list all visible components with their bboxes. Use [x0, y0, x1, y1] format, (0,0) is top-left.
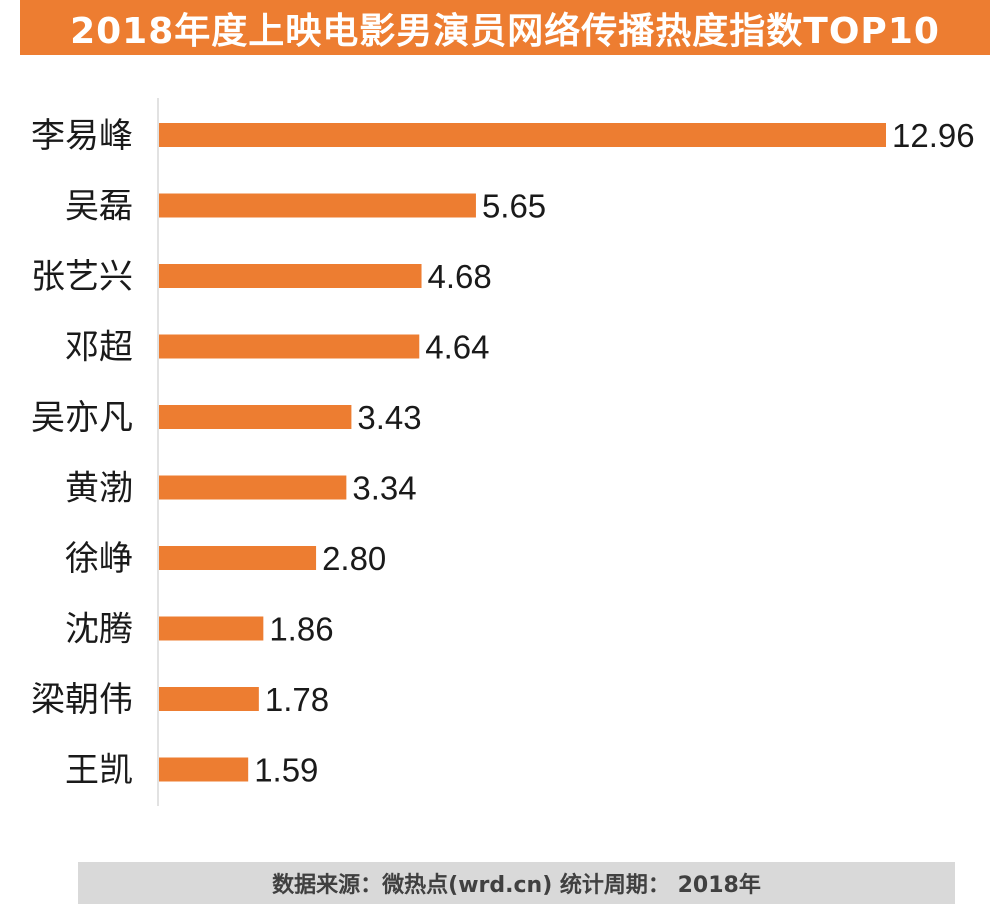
source-text: 数据来源：微热点(wrd.cn) 统计周期： 2018年 — [272, 873, 761, 898]
value-label: 4.64 — [425, 329, 489, 366]
chart-title: 2018年度上映电影男演员网络传播热度指数TOP10 — [70, 10, 940, 52]
value-label: 1.86 — [269, 611, 333, 648]
category-label: 黄渤 — [65, 469, 133, 509]
category-label: 吴磊 — [65, 187, 133, 227]
bar — [159, 123, 886, 147]
bar — [159, 546, 317, 570]
category-label: 邓超 — [65, 328, 133, 368]
value-label: 2.80 — [322, 540, 386, 577]
bar — [159, 264, 422, 288]
category-label: 张艺兴 — [31, 257, 133, 297]
value-label: 1.78 — [265, 681, 329, 718]
bar — [159, 687, 259, 711]
source-footer: 数据来源：微热点(wrd.cn) 统计周期： 2018年 — [78, 862, 955, 904]
value-label: 12.96 — [892, 117, 975, 154]
chart-title-bar: 2018年度上映电影男演员网络传播热度指数TOP10 — [20, 0, 990, 55]
bar — [159, 757, 249, 782]
category-label: 李易峰 — [31, 116, 133, 156]
value-label: 4.68 — [428, 258, 492, 295]
category-label: 沈腾 — [65, 610, 133, 650]
bars-group: 李易峰 12.96 吴磊 5.65 张艺兴 4.68 邓超 4.64 吴亦凡 3.43 黄渤 3.34… — [31, 116, 975, 791]
bar — [159, 475, 347, 500]
bar — [159, 616, 264, 641]
bar — [159, 334, 420, 359]
bar — [159, 193, 476, 218]
value-label: 3.43 — [357, 399, 421, 436]
category-label: 王凯 — [65, 751, 133, 791]
value-label: 5.65 — [482, 188, 546, 225]
category-label: 徐峥 — [65, 539, 133, 579]
category-label: 梁朝伟 — [31, 680, 133, 720]
category-label: 吴亦凡 — [31, 398, 133, 438]
value-label: 1.59 — [254, 752, 318, 789]
value-label: 3.34 — [352, 470, 416, 507]
bar — [159, 405, 352, 429]
